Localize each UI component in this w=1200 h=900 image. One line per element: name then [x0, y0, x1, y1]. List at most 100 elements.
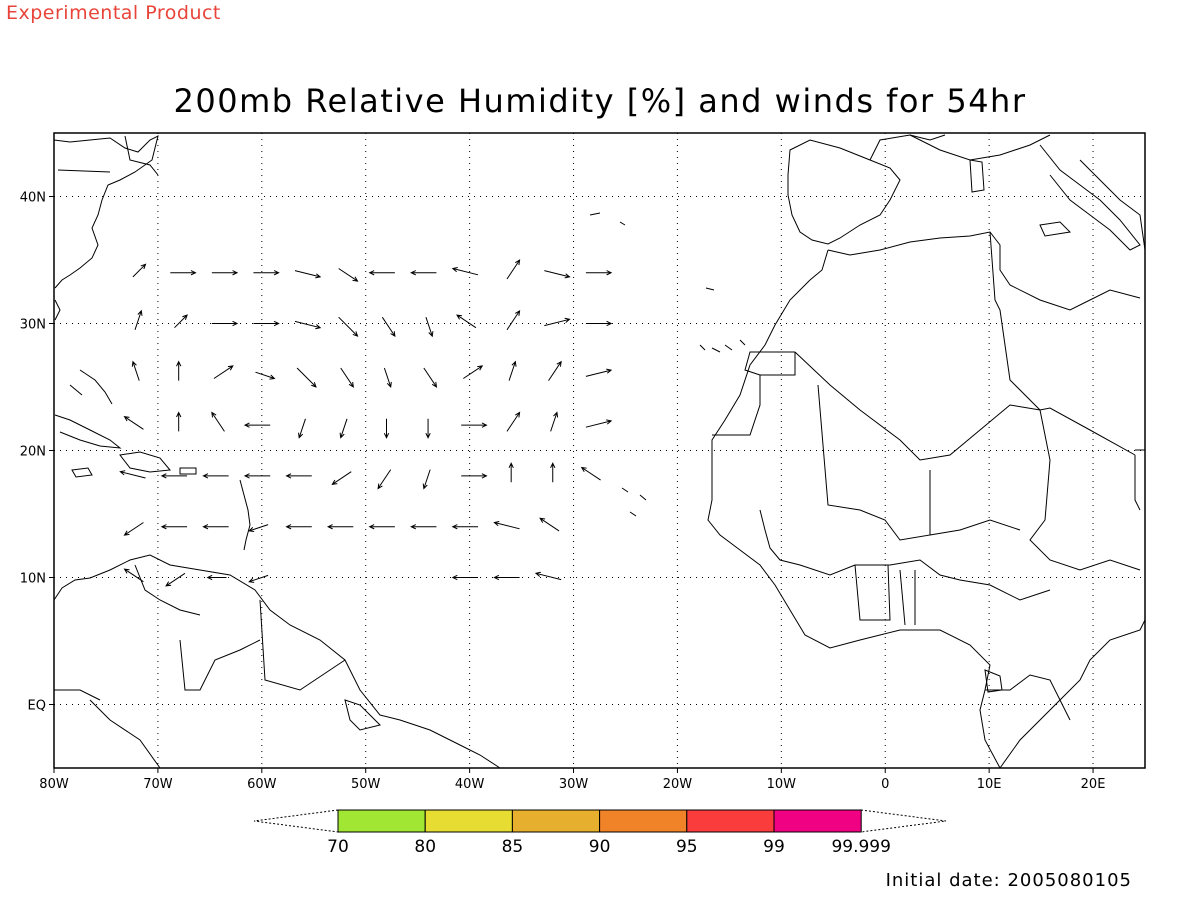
wind-arrow — [211, 270, 239, 276]
wind-arrow — [176, 360, 182, 381]
border-sudan — [1134, 449, 1145, 511]
wind-vectors — [119, 259, 613, 587]
lon-tick-label: 30W — [559, 777, 589, 792]
coast-central-africa — [999, 619, 1146, 769]
colorbar-swatch — [511, 809, 601, 833]
wind-arrow — [544, 270, 571, 279]
wind-arrow — [368, 270, 395, 276]
lon-tick-label: 0 — [881, 777, 889, 792]
wind-arrow — [585, 320, 613, 327]
coast-florida — [54, 299, 61, 321]
coast-new-england — [57, 135, 159, 176]
wind-arrow — [451, 524, 479, 530]
wind-arrow — [202, 473, 229, 479]
wind-arrow — [422, 469, 431, 490]
colorbar-swatch — [773, 809, 862, 833]
lat-tick-label: 30N — [20, 318, 46, 333]
initial-date-label: Initial date: 2005080105 — [885, 870, 1132, 891]
wind-arrow — [381, 316, 396, 338]
colorbar-label: 70 — [327, 837, 349, 857]
colorbar-swatch — [599, 809, 688, 833]
colorbar: 70 80 85 90 95 99 99.999 — [253, 809, 947, 857]
border-niger-nigeria — [929, 519, 1021, 536]
coast-italy — [1039, 144, 1141, 251]
colorbar-right-extension — [860, 809, 947, 833]
plot-frame — [53, 132, 1146, 769]
wind-arrow — [243, 422, 271, 428]
island-hispaniola — [119, 451, 171, 473]
island-jamaica — [71, 467, 93, 478]
wind-arrow — [338, 268, 359, 282]
wind-arrow — [131, 360, 140, 381]
wind-arrow — [425, 418, 431, 439]
wind-arrow — [410, 524, 437, 530]
wind-arrow — [340, 367, 354, 388]
coast-south-america-north — [53, 554, 501, 769]
wind-arrow — [211, 411, 225, 432]
border-mauritania-mali — [794, 351, 1136, 461]
wind-arrow — [326, 524, 354, 530]
wind-arrow — [456, 314, 477, 329]
wind-arrow — [123, 416, 144, 430]
colorbar-label: 85 — [502, 837, 524, 857]
colorbar-swatch — [337, 809, 426, 833]
islands-azores — [589, 212, 626, 226]
wind-arrow — [170, 270, 197, 276]
wind-arrow — [539, 517, 560, 532]
grid-lines — [49, 133, 1145, 773]
border-mali-niger — [817, 384, 931, 541]
border-ghana — [854, 564, 916, 626]
wind-arrow — [338, 316, 359, 337]
wind-arrow — [461, 422, 488, 428]
wind-arrow — [160, 524, 188, 530]
wind-arrow — [508, 462, 514, 483]
lon-tick-label: 20W — [663, 777, 693, 792]
wind-arrow — [248, 574, 269, 583]
wind-arrow — [339, 418, 348, 439]
wind-arrow — [253, 270, 280, 276]
border-west-africa-south — [759, 509, 1051, 601]
wind-arrow — [285, 473, 312, 479]
border-western-sahara — [712, 351, 796, 436]
coast-venezuela — [134, 564, 201, 616]
wind-arrow — [165, 572, 186, 587]
wind-arrow — [331, 471, 352, 485]
chart-title: 200mb Relative Humidity [%] and winds fo… — [173, 82, 1027, 120]
coast-gulf-guinea — [984, 669, 1003, 693]
islands-cape-verde — [621, 487, 647, 517]
wind-arrow — [134, 309, 143, 330]
colorbar-left-extension — [253, 809, 339, 833]
coast-north-america — [53, 135, 159, 289]
wind-arrow — [377, 469, 392, 490]
wind-arrow — [550, 411, 559, 432]
border-libya — [989, 231, 1041, 411]
lon-tick-label: 80W — [39, 777, 69, 792]
wind-arrow — [368, 524, 395, 530]
wind-arrow — [160, 473, 188, 479]
wind-arrow — [493, 520, 520, 530]
coast-amazon-delta — [344, 699, 381, 731]
wind-arrow — [493, 574, 520, 581]
wind-arrow — [213, 365, 234, 379]
islands-canaries — [699, 339, 746, 353]
wind-arrow — [298, 418, 306, 439]
lat-tick-label: 40N — [20, 191, 46, 206]
island-cuba — [54, 414, 122, 449]
wind-arrow — [451, 574, 479, 581]
wind-arrow — [506, 309, 521, 331]
wind-arrow — [243, 473, 271, 479]
coast-iberia — [787, 139, 901, 245]
coast-europe-north — [909, 134, 1051, 161]
wind-arrow — [255, 371, 276, 380]
colorbar-label: 99 — [763, 837, 785, 857]
lon-tick-label: 10E — [977, 777, 1002, 792]
border-congo — [985, 674, 1071, 721]
border-south-america — [54, 599, 346, 769]
wind-arrow — [550, 462, 556, 483]
wind-arrow — [206, 574, 227, 581]
wind-arrow — [123, 522, 144, 536]
lon-tick-label: 50W — [351, 777, 381, 792]
wind-arrow — [585, 270, 613, 276]
wind-arrow — [211, 320, 239, 327]
wind-arrow — [119, 470, 146, 479]
